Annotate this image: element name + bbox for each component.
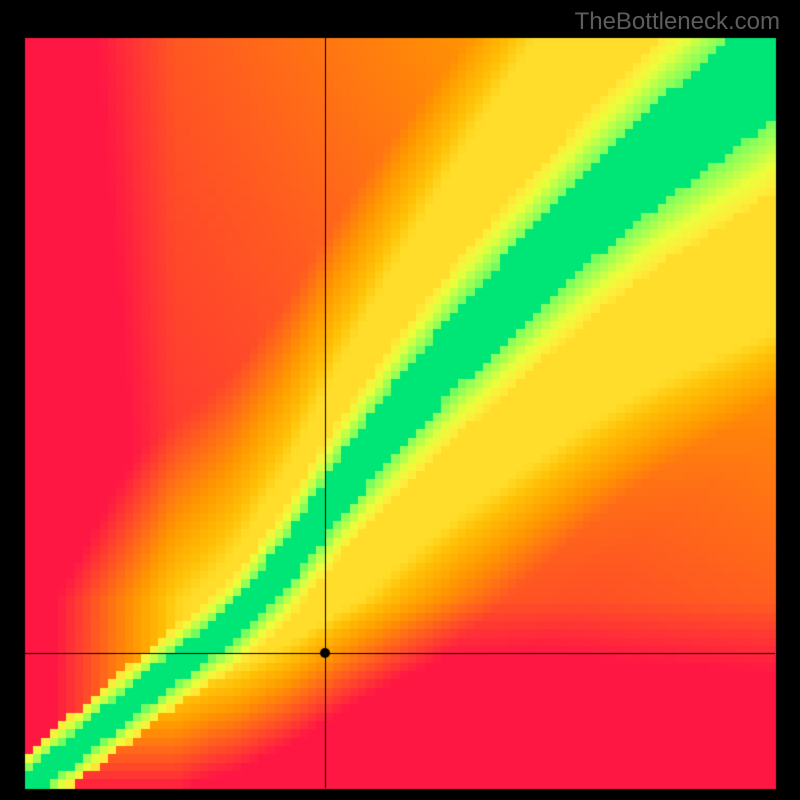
- watermark-text: TheBottleneck.com: [575, 8, 780, 36]
- bottleneck-heatmap: [0, 0, 800, 800]
- chart-container: { "watermark": { "text": "TheBottleneck.…: [0, 0, 800, 800]
